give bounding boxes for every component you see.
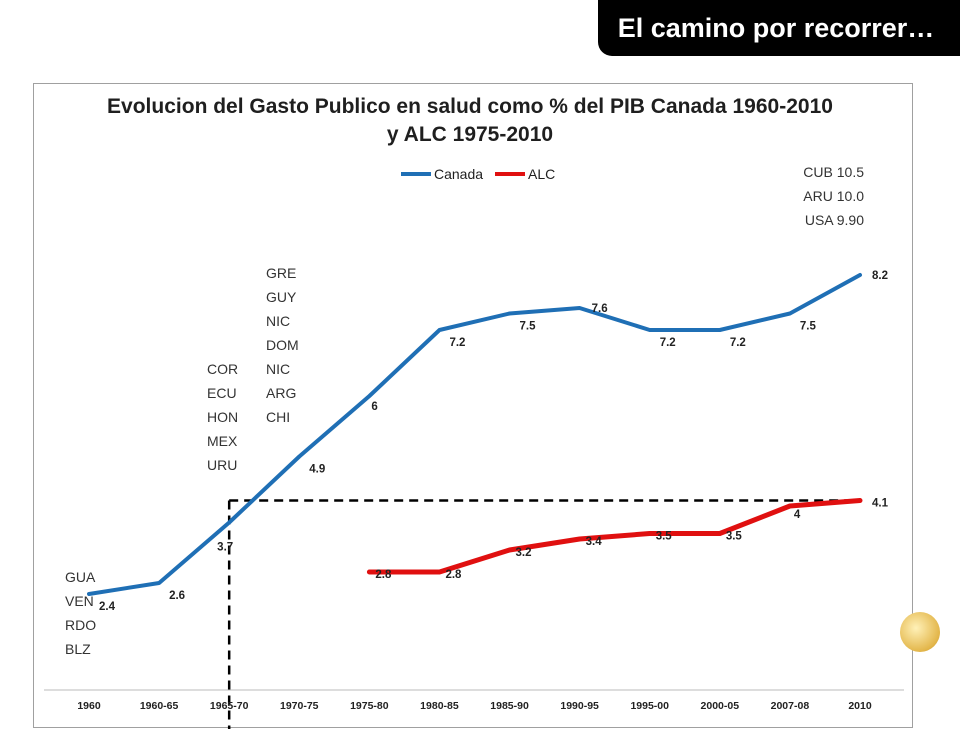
annotation-text: ARU 10.0	[803, 188, 864, 204]
annotation-text: VEN	[65, 593, 94, 609]
series-line-alc	[369, 501, 860, 573]
data-label-alc: 4	[794, 509, 801, 521]
annotation-text: GUA	[65, 569, 96, 585]
data-point-canada	[438, 329, 441, 332]
data-point-canada	[718, 329, 721, 332]
data-point-canada	[788, 312, 791, 315]
data-point-canada	[368, 395, 371, 398]
x-tick-label: 2010	[848, 700, 872, 712]
data-point-alc	[578, 538, 581, 541]
slide-title: El camino por recorrer…	[598, 0, 960, 56]
annotation-text: NIC	[266, 361, 290, 377]
data-label-canada: 3.7	[217, 542, 233, 554]
annotation-text: MEX	[207, 433, 238, 449]
x-tick-label: 1980-85	[420, 700, 459, 712]
chart-frame: Evolucion del Gasto Publico en salud com…	[33, 83, 913, 728]
data-label-canada: 8.2	[872, 270, 888, 282]
chart-title-line: y ALC 1975-2010	[387, 123, 553, 146]
data-point-alc	[368, 571, 371, 574]
annotation-text: ARG	[266, 385, 296, 401]
data-label-canada: 2.4	[99, 601, 116, 613]
data-label-alc: 3.5	[656, 531, 673, 543]
annotation-text: BLZ	[65, 641, 91, 657]
x-axis: 1960 1960-65 1965-70 1970-75 1975-80 1980-85 1…	[44, 690, 904, 712]
annotation-text: RDO	[65, 617, 96, 633]
data-label-canada: 7.6	[592, 303, 608, 315]
gold-badge-decoration	[900, 612, 940, 652]
data-label-alc: 2.8	[375, 569, 392, 581]
annotation-text: URU	[207, 457, 237, 473]
data-point-canada	[648, 329, 651, 332]
data-label-canada: 7.5	[800, 321, 817, 333]
chart-legend: Canada ALC	[401, 166, 555, 182]
data-point-canada	[859, 274, 862, 277]
legend-label-alc: ALC	[528, 166, 555, 182]
data-label-canada: 4.9	[309, 464, 325, 476]
data-point-canada	[228, 521, 231, 524]
x-tick-label: 1995-00	[630, 700, 669, 712]
x-tick-label: 1960-65	[140, 700, 179, 712]
chart-title-line: Evolucion del Gasto Publico en salud com…	[107, 95, 833, 118]
data-point-alc	[648, 532, 651, 535]
data-label-alc: 3.2	[516, 547, 532, 559]
data-label-canada: 7.2	[730, 337, 746, 349]
annotation-text: GUY	[266, 289, 297, 305]
series-lines	[88, 274, 862, 596]
data-point-canada	[158, 582, 161, 585]
data-point-canada	[298, 455, 301, 458]
x-tick-label: 1975-80	[350, 700, 389, 712]
x-tick-label: 1960	[77, 700, 101, 712]
x-tick-label: 2007-08	[771, 700, 810, 712]
chart-title: Evolucion del Gasto Publico en salud com…	[107, 95, 833, 146]
annotation-text: GRE	[266, 265, 296, 281]
annotation-text: ECU	[207, 385, 237, 401]
data-label-canada: 7.5	[520, 321, 537, 333]
data-point-alc	[508, 549, 511, 552]
annotation-text: NIC	[266, 313, 290, 329]
data-label-alc: 2.8	[445, 569, 462, 581]
legend-label-canada: Canada	[434, 166, 483, 182]
x-tick-label: 1970-75	[280, 700, 319, 712]
data-point-canada	[578, 307, 581, 310]
data-point-alc	[859, 499, 862, 502]
data-label-alc: 3.5	[726, 531, 743, 543]
annotation-group: GUA VEN RDO BLZ	[65, 569, 96, 657]
annotation-group: CUB 10.5 ARU 10.0 USA 9.90	[803, 164, 864, 228]
x-tick-label: 1965-70	[210, 700, 249, 712]
data-point-alc	[438, 571, 441, 574]
data-point-alc	[788, 505, 791, 508]
data-label-canada: 2.6	[169, 590, 185, 602]
annotation-text: CUB 10.5	[803, 164, 864, 180]
x-tick-label: 1985-90	[490, 700, 529, 712]
x-tick-label: 1990-95	[560, 700, 599, 712]
series-line-canada	[89, 275, 860, 594]
line-chart: Evolucion del Gasto Publico en salud com…	[34, 84, 914, 729]
annotation-text: CHI	[266, 409, 290, 425]
reference-lines	[229, 501, 860, 729]
annotation-text: USA 9.90	[805, 212, 864, 228]
x-tick-label: 2000-05	[701, 700, 740, 712]
annotation-group: COR ECU HON MEX URU	[207, 361, 238, 473]
data-point-canada	[508, 312, 511, 315]
annotations: GUA VEN RDO BLZ COR ECU HON MEX URU GRE GUY NIC DOM N…	[65, 164, 864, 657]
data-label-canada: 6	[371, 401, 377, 413]
data-label-canada: 7.2	[449, 337, 465, 349]
annotation-text: COR	[207, 361, 238, 377]
data-label-canada: 7.2	[660, 337, 676, 349]
annotation-text: HON	[207, 409, 238, 425]
data-point-alc	[718, 532, 721, 535]
data-label-alc: 4.1	[872, 498, 889, 510]
annotation-group: GRE GUY NIC DOM NIC ARG CHI	[266, 265, 299, 425]
data-label-alc: 3.4	[586, 536, 603, 548]
annotation-text: DOM	[266, 337, 299, 353]
